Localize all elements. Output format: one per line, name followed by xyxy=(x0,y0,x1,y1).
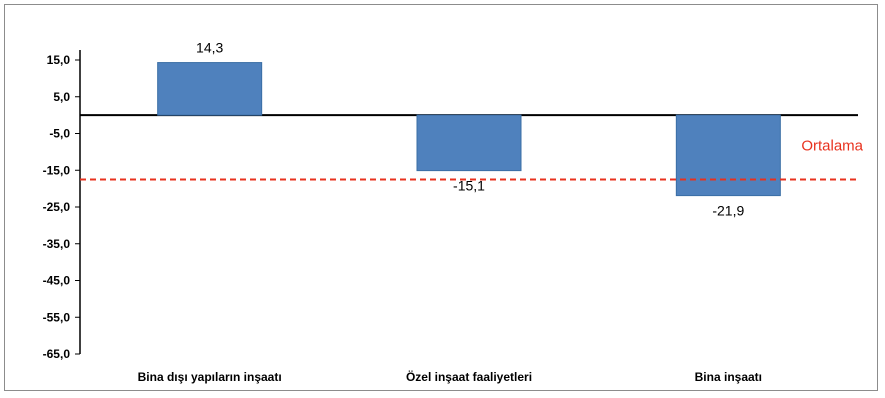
average-label: Ortalama xyxy=(801,137,863,154)
category-label: Özel inşaat faaliyetleri xyxy=(406,369,532,384)
y-tick-label: -25,0 xyxy=(43,200,71,214)
chart-frame xyxy=(4,4,878,391)
bar xyxy=(157,62,263,116)
y-tick-label: -35,0 xyxy=(43,237,71,251)
y-tick-label: -65,0 xyxy=(43,347,71,361)
y-tick-label: 15,0 xyxy=(47,53,71,67)
data-label: 14,3 xyxy=(196,40,223,56)
category-label: Bina dışı yapıların inşaatı xyxy=(138,370,282,384)
y-tick-label: -5,0 xyxy=(49,127,70,141)
category-label: Bina inşaatı xyxy=(695,370,762,384)
bar xyxy=(416,114,522,172)
bar xyxy=(675,114,781,197)
data-label: -15,1 xyxy=(453,178,485,194)
y-tick-label: 5,0 xyxy=(53,90,70,104)
y-tick-label: -45,0 xyxy=(43,274,71,288)
y-tick-label: -55,0 xyxy=(43,310,71,324)
y-tick-label: -15,0 xyxy=(43,163,71,177)
data-label: -21,9 xyxy=(712,203,744,219)
